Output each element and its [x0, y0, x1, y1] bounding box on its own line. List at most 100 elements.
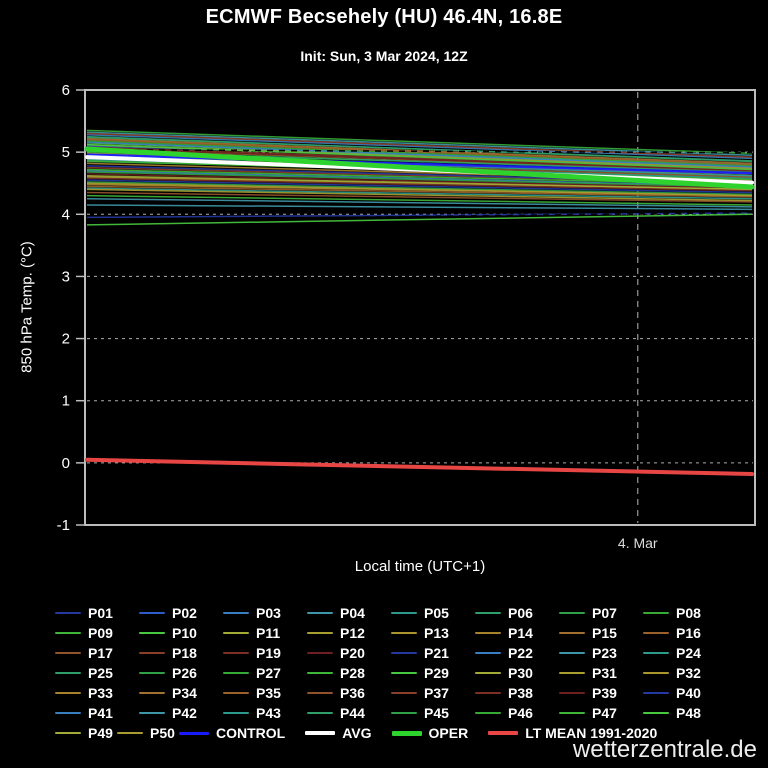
watermark: wetterzentrale.de	[572, 736, 757, 763]
legend-item-p50: P50	[117, 723, 179, 743]
legend-row: P09 P10 P11 P12 P13 P14 P15 P16	[55, 623, 727, 643]
legend-label: P23	[592, 645, 617, 661]
legend-item-lt-mean-1991-2020: LT MEAN 1991-2020	[488, 723, 657, 743]
legend-swatch	[307, 652, 333, 654]
y-tick-label: 3	[62, 268, 70, 285]
legend-label: P48	[676, 705, 701, 721]
legend-item-p23: P23	[559, 643, 643, 663]
x-tick-label: 4. Mar	[618, 535, 658, 551]
legend-label: P50	[150, 725, 175, 741]
legend-item-p12: P12	[307, 623, 391, 643]
legend: P01 P02 P03 P04 P05 P06 P07 P08 P09 P10 P11 P12 P13 P…	[55, 603, 727, 743]
legend-swatch	[475, 712, 501, 714]
legend-item-p41: P41	[55, 703, 139, 723]
legend-swatch	[55, 692, 81, 694]
series-p45	[86, 171, 753, 188]
legend-swatch	[139, 692, 165, 694]
legend-label: P12	[340, 625, 365, 641]
legend-item-p26: P26	[139, 663, 223, 683]
legend-item-p44: P44	[307, 703, 391, 723]
y-tick-label: 5	[62, 144, 70, 161]
legend-item-p04: P04	[307, 603, 391, 623]
legend-label: P09	[88, 625, 113, 641]
legend-swatch	[55, 632, 81, 634]
legend-label: P19	[256, 645, 281, 661]
chart-subtitle: Init: Sun, 3 Mar 2024, 12Z	[300, 48, 468, 64]
y-tick-label: 0	[62, 455, 70, 472]
legend-swatch	[55, 732, 81, 734]
legend-swatch	[179, 731, 209, 735]
legend-swatch	[139, 672, 165, 674]
legend-label: P01	[88, 605, 113, 621]
series-p38	[86, 177, 753, 192]
series-p22	[86, 133, 753, 160]
series-p16	[86, 138, 753, 166]
series-min-envelope	[86, 211, 753, 222]
series-p34	[86, 137, 753, 165]
legend-item-p20: P20	[307, 643, 391, 663]
legend-label: P21	[424, 645, 449, 661]
legend-swatch	[391, 692, 417, 694]
legend-row: P25 P26 P27 P28 P29 P30 P31 P32	[55, 663, 727, 683]
ensemble-plot: 4. Mar 6 5 4 3 2 1 0 -1	[57, 82, 756, 551]
series-p05	[86, 187, 753, 200]
legend-label: P28	[340, 665, 365, 681]
legend-label: P25	[88, 665, 113, 681]
legend-label: P15	[592, 625, 617, 641]
legend-item-p30: P30	[475, 663, 559, 683]
legend-swatch	[488, 731, 519, 735]
legend-item-p21: P21	[391, 643, 475, 663]
legend-item-p11: P11	[223, 623, 307, 643]
legend-label: P22	[508, 645, 533, 661]
legend-swatch	[307, 672, 333, 674]
plot-frame	[84, 89, 756, 526]
legend-item-p02: P02	[139, 603, 223, 623]
legend-item-p10: P10	[139, 623, 223, 643]
legend-item-p08: P08	[643, 603, 727, 623]
legend-row: P49 P50 CONTROL AVG OPER LT MEAN 1991-2020	[55, 723, 727, 743]
legend-label: P04	[340, 605, 365, 621]
legend-row: P33 P34 P35 P36 P37 P38 P39 P40	[55, 683, 727, 703]
legend-label: P47	[592, 705, 617, 721]
legend-label: P29	[424, 665, 449, 681]
series-p49	[86, 175, 753, 191]
legend-label: P07	[592, 605, 617, 621]
legend-label: P34	[172, 685, 197, 701]
series-p46	[86, 129, 753, 155]
legend-item-control: CONTROL	[179, 723, 285, 743]
legend-row: P01 P02 P03 P04 P05 P06 P07 P08	[55, 603, 727, 623]
legend-item-p32: P32	[643, 663, 727, 683]
legend-swatch	[475, 652, 501, 654]
legend-swatch	[559, 632, 585, 634]
chart-title: ECMWF Becsehely (HU) 46.4N, 16.8E	[205, 6, 563, 28]
legend-label: P32	[676, 665, 701, 681]
legend-swatch	[475, 692, 501, 694]
legend-label: P05	[424, 605, 449, 621]
legend-swatch	[643, 712, 669, 714]
legend-item-p06: P06	[475, 603, 559, 623]
legend-swatch	[559, 612, 585, 614]
legend-label: P46	[508, 705, 533, 721]
legend-label: P16	[676, 625, 701, 641]
legend-item-p29: P29	[391, 663, 475, 683]
legend-swatch	[55, 612, 81, 614]
legend-item-p14: P14	[475, 623, 559, 643]
legend-label: P13	[424, 625, 449, 641]
legend-item-p25: P25	[55, 663, 139, 683]
legend-swatch	[643, 652, 669, 654]
series-oper	[84, 146, 755, 190]
legend-swatch	[391, 672, 417, 674]
legend-swatch	[223, 632, 249, 634]
series-p27	[86, 140, 753, 167]
legend-item-p49: P49	[55, 723, 117, 743]
legend-label: P36	[340, 685, 365, 701]
legend-swatch	[475, 632, 501, 634]
legend-label: P39	[592, 685, 617, 701]
legend-item-p03: P03	[223, 603, 307, 623]
series-p42	[86, 198, 753, 208]
legend-label: P49	[88, 725, 113, 741]
legend-item-p36: P36	[307, 683, 391, 703]
legend-swatch	[559, 712, 585, 714]
legend-label: P40	[676, 685, 701, 701]
